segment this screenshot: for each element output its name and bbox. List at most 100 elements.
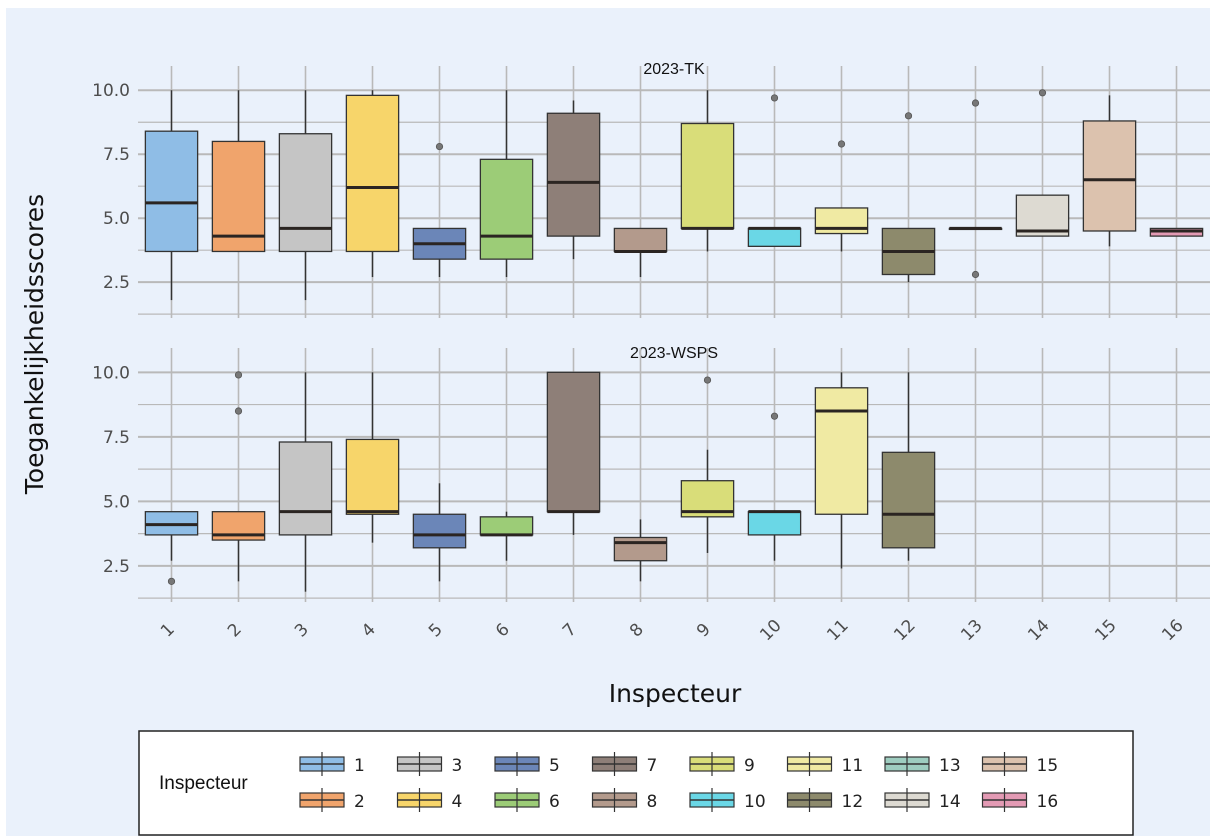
outlier-point [703,376,712,384]
box-4 [345,90,400,278]
legend-label: 7 [647,756,658,776]
legend-item-3: 3 [396,752,463,776]
legend-item-11: 11 [786,752,864,776]
outlier-point [770,94,779,102]
legend-label: 3 [452,756,463,776]
box-11 [814,140,869,252]
facet-panel: 2023-TK 2.5 5.0 7.5 10.0 [92,61,1210,318]
legend-item-7: 7 [591,752,658,776]
outlier-point [167,577,176,585]
box-body [345,94,400,253]
box-2 [211,90,266,253]
outlier-point [435,142,444,151]
legend-label: 15 [1037,756,1059,776]
legend-item-12: 12 [786,788,863,812]
box-6 [479,90,534,278]
box-13 [948,99,1003,279]
box-body [345,438,400,515]
box-1 [144,511,199,585]
y-tick-label: 10.0 [92,363,130,383]
legend-label: 4 [452,792,463,812]
y-axis-title: Toegankelijkheidsscores [20,194,49,495]
box-10 [747,412,802,561]
legend-item-14: 14 [884,788,961,812]
outlier-point [770,412,779,420]
box-body [546,371,601,513]
y-tick-label: 7.5 [103,428,130,448]
box-body [613,227,668,253]
legend-item-1: 1 [299,752,365,776]
legend-item-16: 16 [981,788,1059,812]
box-16 [1149,227,1204,237]
outlier-point [971,99,980,107]
legend-label: 6 [549,792,560,812]
box-11 [814,372,869,569]
outlier-point [904,112,913,120]
legend-item-8: 8 [591,788,658,812]
box-3 [278,372,333,592]
x-axis-title: Inspecteur [609,679,742,708]
box-body [278,441,333,536]
box-body [747,511,802,536]
box-body [613,536,668,562]
box-body [1015,194,1070,237]
legend-label: 8 [647,792,658,812]
facet-panel: 2023-WSPS 2.5 5.0 7.5 10.0 [92,345,1210,602]
box-body [680,122,735,230]
outlier-point [971,270,980,279]
box-15 [1082,95,1137,247]
legend-item-2: 2 [299,788,365,812]
y-tick-label: 5.0 [103,492,130,512]
box-7 [546,100,601,260]
y-tick-label: 5.0 [103,209,130,229]
box-body [479,516,534,536]
box-9 [680,376,735,553]
outlier-point [837,140,846,148]
plot-background [6,8,1210,836]
box-5 [412,483,467,582]
box-8 [613,227,668,278]
box-7 [546,371,601,535]
outlier-point [1038,89,1047,97]
legend-label: 14 [939,792,961,812]
legend-label: 16 [1037,792,1059,812]
box-8 [613,519,668,582]
box-9 [680,90,735,252]
legend-title: Inspecteur [159,773,248,794]
box-12 [881,112,936,283]
box-12 [881,372,936,561]
legend-item-4: 4 [396,788,463,812]
facet-title: 2023-WSPS [630,345,718,362]
box-body [747,227,802,247]
y-tick-label: 2.5 [103,273,130,293]
box-body [412,513,467,549]
box-10 [747,94,802,247]
legend-item-10: 10 [689,788,766,812]
box-3 [278,90,333,301]
legend-label: 2 [354,792,365,812]
box-2 [211,371,266,582]
box-1 [144,90,199,301]
box-body [814,387,869,515]
box-14 [1015,89,1070,237]
box-body [546,112,601,237]
y-tick-label: 2.5 [103,557,130,577]
outlier-point [234,371,243,379]
legend-label: 1 [354,756,365,776]
facets-layer: 2023-TK 2.5 5.0 7.5 10.0 2023-WSPS 2.5 5.0 7.5 10… [92,61,1210,602]
legend-label: 5 [549,756,560,776]
legend-item-6: 6 [494,788,560,812]
y-tick-label: 7.5 [103,145,130,165]
legend-label: 11 [842,756,864,776]
legend-item-15: 15 [981,752,1059,776]
box-6 [479,511,534,561]
outlier-point [234,407,243,415]
legend-box [138,730,1134,836]
box-body [479,158,534,260]
box-body [211,140,266,253]
legend-label: 10 [744,792,766,812]
legend-label: 9 [744,756,755,776]
